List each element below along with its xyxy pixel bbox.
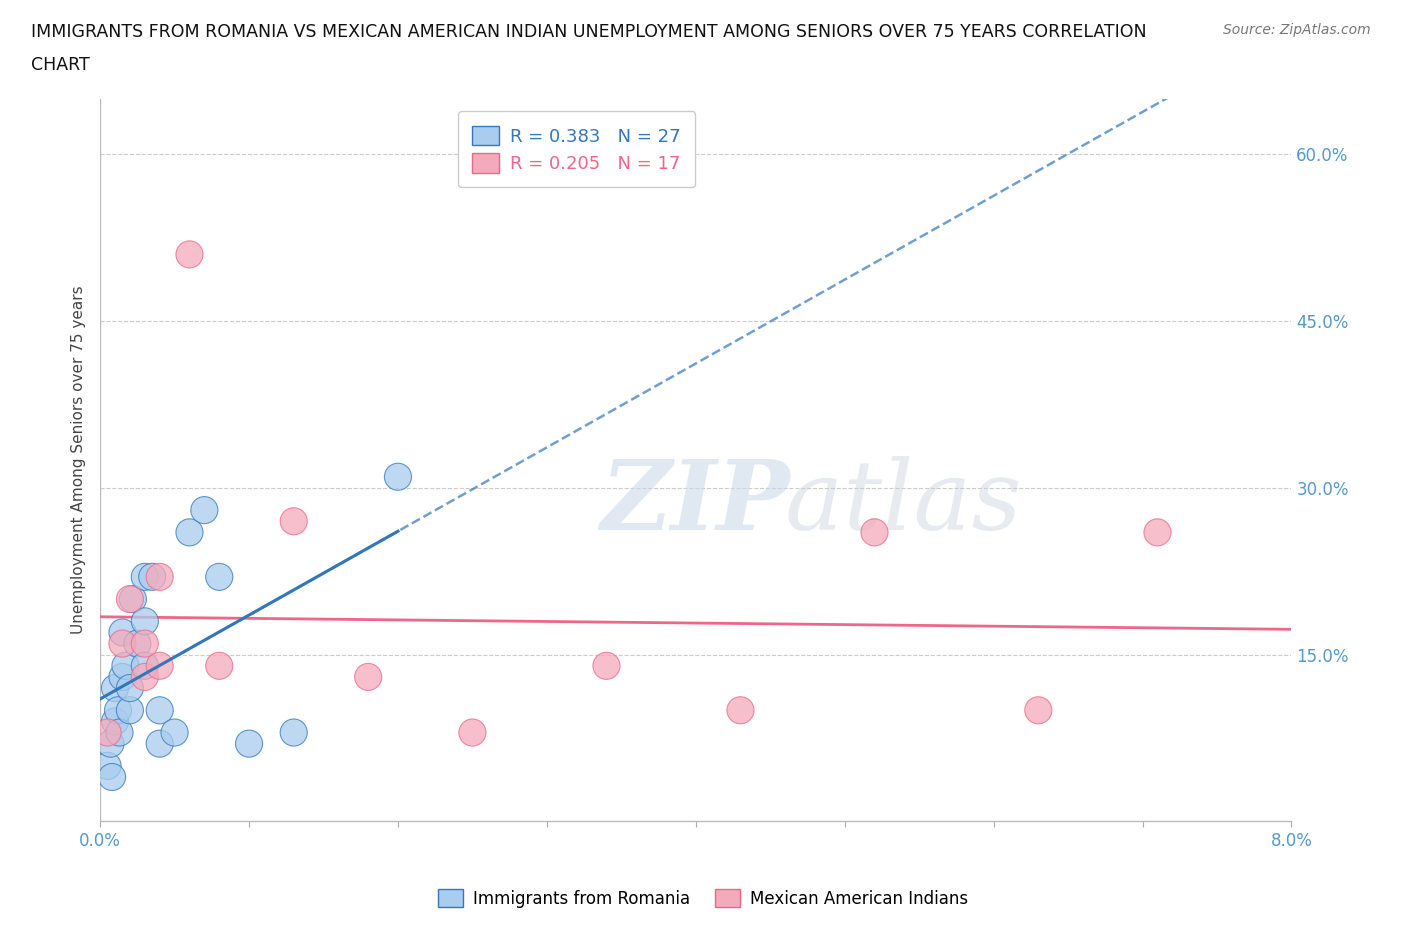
Point bbox=[149, 703, 172, 718]
Point bbox=[1146, 525, 1168, 539]
Point bbox=[193, 503, 215, 518]
Text: CHART: CHART bbox=[31, 56, 90, 73]
Point bbox=[100, 737, 122, 751]
Point bbox=[179, 525, 201, 539]
Text: Source: ZipAtlas.com: Source: ZipAtlas.com bbox=[1223, 23, 1371, 37]
Point bbox=[107, 703, 129, 718]
Text: IMMIGRANTS FROM ROMANIA VS MEXICAN AMERICAN INDIAN UNEMPLOYMENT AMONG SENIORS OV: IMMIGRANTS FROM ROMANIA VS MEXICAN AMERI… bbox=[31, 23, 1146, 41]
Point bbox=[179, 247, 201, 262]
Point bbox=[149, 737, 172, 751]
Legend: Immigrants from Romania, Mexican American Indians: Immigrants from Romania, Mexican America… bbox=[432, 883, 974, 914]
Y-axis label: Unemployment Among Seniors over 75 years: Unemployment Among Seniors over 75 years bbox=[72, 286, 86, 634]
Point bbox=[1026, 703, 1049, 718]
Point bbox=[730, 703, 752, 718]
Point bbox=[238, 737, 260, 751]
Point bbox=[283, 725, 305, 740]
Text: atlas: atlas bbox=[600, 457, 1022, 551]
Point bbox=[118, 703, 141, 718]
Point bbox=[118, 681, 141, 696]
Point bbox=[127, 636, 149, 651]
Text: ZIP: ZIP bbox=[600, 457, 790, 551]
Point bbox=[134, 658, 156, 673]
Point bbox=[134, 636, 156, 651]
Point bbox=[97, 725, 120, 740]
Point bbox=[863, 525, 886, 539]
Point bbox=[357, 670, 380, 684]
Point bbox=[149, 569, 172, 584]
Point bbox=[134, 670, 156, 684]
Point bbox=[387, 470, 409, 485]
Point bbox=[111, 636, 134, 651]
Point bbox=[104, 681, 127, 696]
Point bbox=[114, 658, 136, 673]
Point bbox=[134, 614, 156, 629]
Point bbox=[101, 769, 124, 784]
Point bbox=[111, 670, 134, 684]
Point bbox=[283, 513, 305, 528]
Point bbox=[134, 569, 156, 584]
Point bbox=[141, 569, 163, 584]
Point bbox=[97, 759, 120, 774]
Point bbox=[118, 591, 141, 606]
Legend: R = 0.383   N = 27, R = 0.205   N = 17: R = 0.383 N = 27, R = 0.205 N = 17 bbox=[458, 112, 696, 187]
Point bbox=[595, 658, 617, 673]
Point bbox=[461, 725, 484, 740]
Point bbox=[104, 714, 127, 729]
Point bbox=[122, 591, 145, 606]
Point bbox=[108, 725, 131, 740]
Point bbox=[149, 658, 172, 673]
Point bbox=[111, 625, 134, 640]
Point bbox=[208, 569, 231, 584]
Point bbox=[163, 725, 186, 740]
Point bbox=[208, 658, 231, 673]
